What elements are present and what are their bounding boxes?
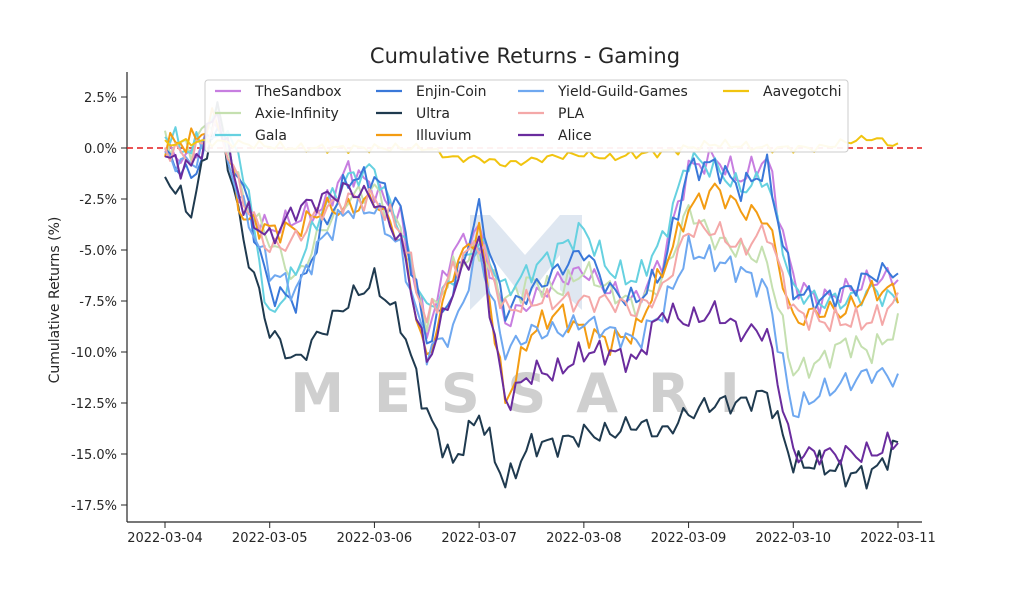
- y-tick-label: -17.5%: [71, 499, 117, 514]
- x-ticks: 2022-03-04 2022-03-05 2022-03-06 2022-03-07…: [127, 522, 936, 546]
- legend-label: Enjin-Coin: [416, 84, 487, 100]
- x-tick-label: 2022-03-10: [756, 531, 832, 546]
- x-tick-label: 2022-03-07: [441, 531, 517, 546]
- legend-items: TheSandbox Axie-Infinity Gala Enjin-Coin Ult…: [215, 84, 841, 144]
- legend-label: Aavegotchi: [763, 84, 841, 100]
- legend-label: PLA: [558, 106, 585, 122]
- legend-label: Axie-Infinity: [255, 106, 339, 122]
- legend-label: TheSandbox: [254, 84, 342, 100]
- y-tick-label: -7.5%: [79, 295, 117, 310]
- chart-title: Cumulative Returns - Gaming: [370, 44, 680, 68]
- y-tick-label: -10.0%: [71, 346, 117, 361]
- legend-label: Ultra: [416, 106, 450, 122]
- watermark-text: MESSARI: [290, 362, 769, 425]
- series-line-illuvium: [164, 107, 899, 404]
- legend-label: Gala: [255, 128, 287, 144]
- watermark-logo-icon: [470, 215, 582, 310]
- y-tick-label: 2.5%: [84, 91, 117, 106]
- y-tick-label: -5.0%: [79, 244, 117, 259]
- legend-label: Alice: [558, 128, 592, 144]
- y-tick-label: -12.5%: [71, 397, 117, 412]
- series-line-yield-guild-games: [164, 131, 899, 419]
- x-tick-label: 2022-03-11: [860, 531, 936, 546]
- legend-box: [204, 79, 849, 153]
- series-line-enjin-coin: [164, 127, 899, 345]
- series-line-ultra: [164, 101, 899, 490]
- series-group: [164, 101, 899, 490]
- legend-label: Illuvium: [416, 128, 471, 144]
- y-ticks: 2.5% 0.0% -2.5% -5.0% -7.5% -10.0% -12.5% -15.0…: [71, 91, 127, 514]
- series-line-pla: [164, 110, 899, 332]
- x-tick-label: 2022-03-06: [337, 531, 413, 546]
- legend: TheSandbox Axie-Infinity Gala Enjin-Coin Ult…: [204, 79, 849, 153]
- y-tick-label: -15.0%: [71, 448, 117, 463]
- legend-label: Yield-Guild-Games: [557, 84, 688, 100]
- x-tick-label: 2022-03-04: [127, 531, 203, 546]
- series-line-alice: [164, 111, 899, 466]
- y-tick-label: 0.0%: [84, 142, 117, 157]
- x-tick-label: 2022-03-05: [232, 531, 308, 546]
- x-tick-label: 2022-03-09: [651, 531, 727, 546]
- y-tick-label: -2.5%: [79, 193, 117, 208]
- x-tick-label: 2022-03-08: [546, 531, 622, 546]
- series-line-axie-infinity: [164, 103, 899, 379]
- y-axis-label: Cumulative Returns (%): [47, 217, 63, 384]
- watermark: MESSARI: [290, 215, 769, 425]
